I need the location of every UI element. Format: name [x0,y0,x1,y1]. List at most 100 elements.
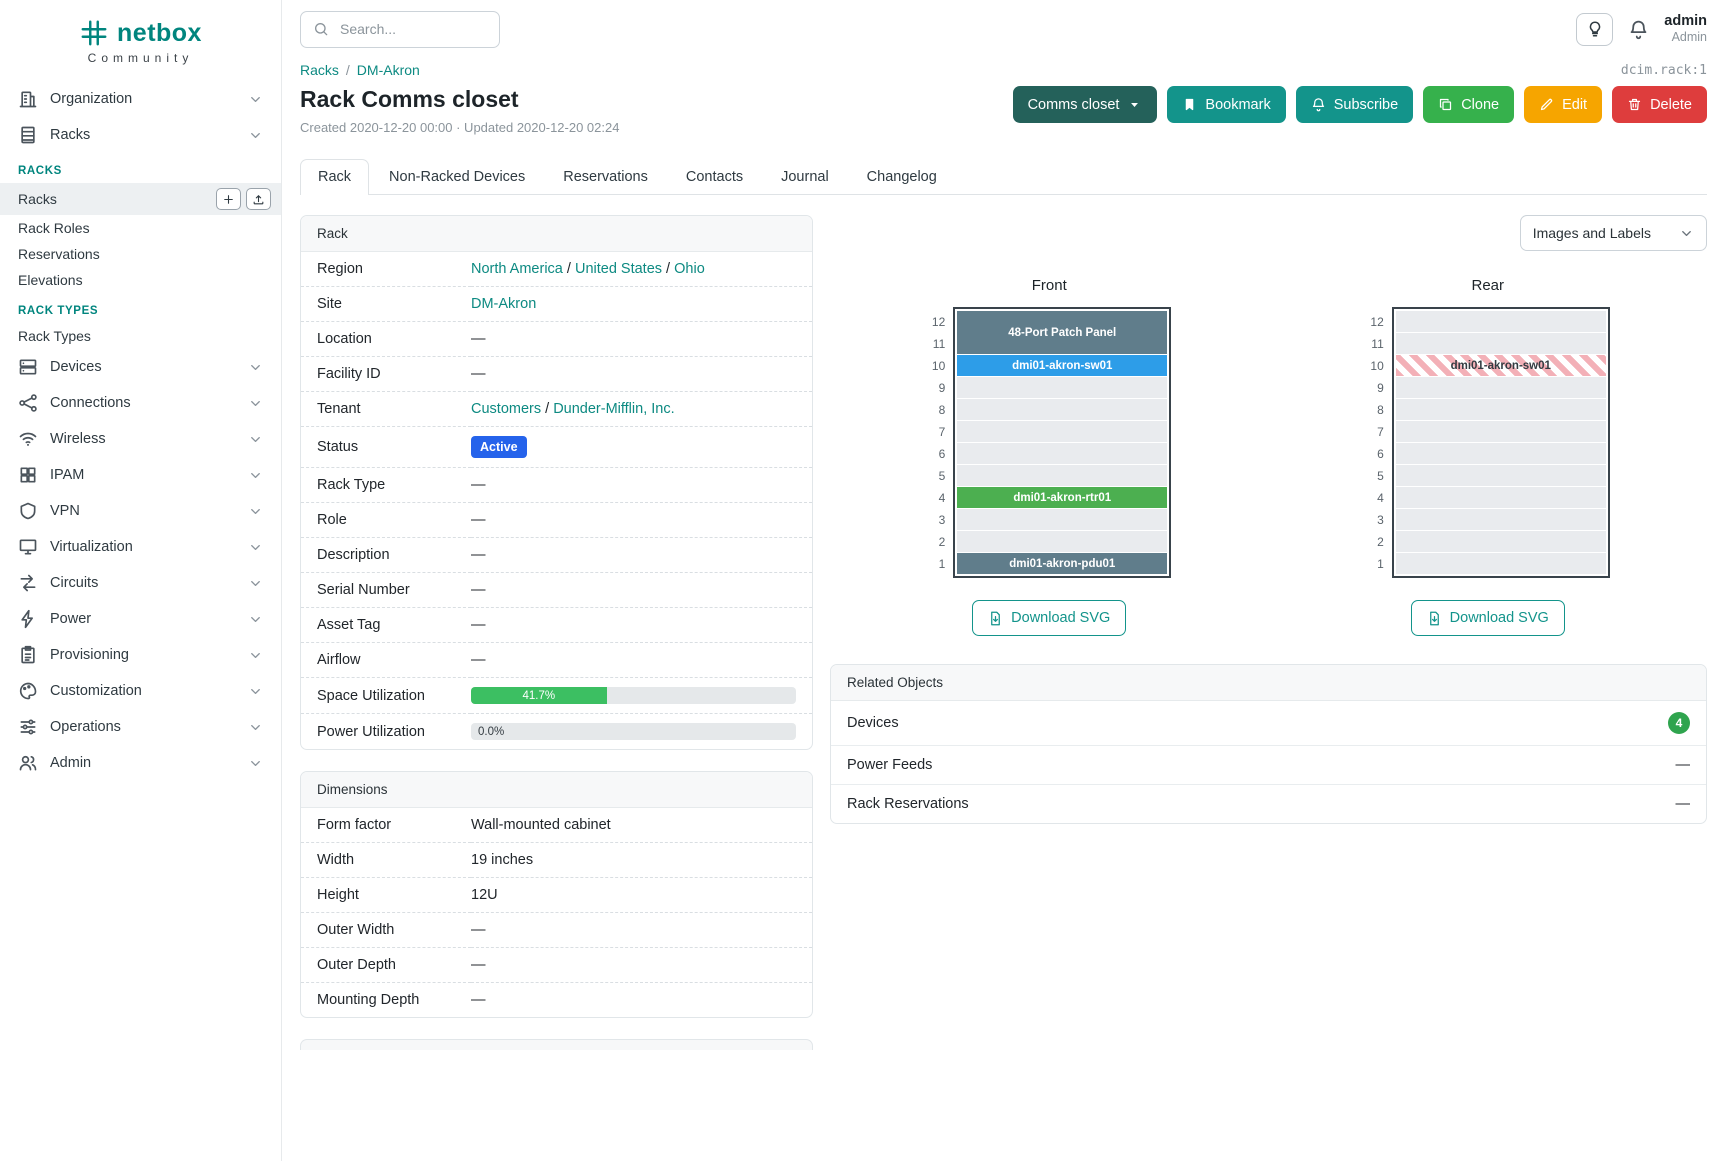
import-racks-button[interactable] [246,188,271,210]
rack-device[interactable]: dmi01-akron-rtr01 [957,487,1168,508]
tab-changelog[interactable]: Changelog [866,169,937,185]
sidebar-item-racks[interactable]: Racks [0,117,281,153]
tab-reservations[interactable]: Reservations [563,169,648,185]
sidebar-nav: Organization Racks RACKS Racks Rack Role… [0,81,281,781]
clone-button[interactable]: Clone [1423,86,1515,123]
sidebar-group-item[interactable]: IPAM [0,457,281,493]
region-link[interactable]: Ohio [662,261,705,277]
region-link[interactable]: North America [471,261,563,277]
bookmark-button[interactable]: Bookmark [1167,86,1286,123]
nav-group-icon [18,537,38,557]
user-menu[interactable]: admin Admin [1664,12,1707,45]
community-tagline: Community [87,51,194,65]
tenant-group-link[interactable]: Customers [471,401,542,417]
sidebar-item-racks-list[interactable]: Racks [0,183,281,215]
sidebar-item-reservations[interactable]: Reservations [18,246,100,262]
attr-row-facility-id: Facility ID — [301,356,812,392]
search-input[interactable] [338,20,487,38]
images-and-labels-select[interactable]: Images and Labels [1519,215,1707,251]
tab-bar: Rack Non-Racked Devices Reservations Con… [300,159,1707,195]
sidebar-item-rack-roles[interactable]: Rack Roles [18,220,90,236]
breadcrumb-site-link[interactable]: DM-Akron [356,62,420,78]
download-svg-front-button[interactable]: Download SVG [972,600,1127,636]
sidebar-item-organization[interactable]: Organization [0,81,281,117]
tab-rack[interactable]: Rack [300,159,370,195]
unit-number: 8 [938,403,946,417]
sidebar-group-item[interactable]: Power [0,601,281,637]
sidebar-group-item[interactable]: Wireless [0,421,281,457]
notifications-button[interactable] [1628,19,1649,40]
rack-device[interactable]: dmi01-akron-sw01 [1395,355,1606,376]
related-devices-row[interactable]: Devices 4 [831,701,1706,745]
tab-journal[interactable]: Journal [781,169,829,185]
sidebar-group-item[interactable]: Provisioning [0,637,281,673]
related-power-feeds-row: Power Feeds — [831,745,1706,784]
site-link[interactable]: DM-Akron [471,296,537,312]
sidebar-group-item[interactable]: Virtualization [0,529,281,565]
front-unit-numbers: 12 11 10 9 8 7 6 5 4 3 2 1 [927,307,945,578]
unit-number: 5 [1377,469,1384,483]
rack-empty-unit [957,509,1168,530]
rack-empty-unit [957,421,1168,442]
copy-icon [1438,97,1453,112]
rack-view-dropdown[interactable]: Comms closet [1012,86,1158,123]
building-icon [18,89,38,109]
created-updated-meta: Created 2020-12-20 00:00 · Updated 2020-… [300,120,620,135]
rack-device[interactable]: dmi01-akron-sw01 [957,355,1168,376]
rack-empty-unit [957,443,1168,464]
unit-number: 5 [938,469,946,483]
attr-row-role: Role — [301,502,812,538]
subscribe-button[interactable]: Subscribe [1295,86,1414,123]
sidebar-group-item[interactable]: VPN [0,493,281,529]
left-column: Rack Region North AmericaUnited StatesOh… [300,215,813,1050]
add-rack-button[interactable] [216,188,241,210]
unit-number: 10 [1370,359,1384,373]
unit-number: 1 [1377,557,1384,571]
delete-button[interactable]: Delete [1612,86,1707,123]
unit-number: 3 [1377,513,1384,527]
netbox-logo-icon [79,18,109,48]
breadcrumb-racks-link[interactable]: Racks [300,62,339,78]
tenant-link[interactable]: Dunder-Mifflin, Inc. [541,401,675,417]
sidebar-item-rack-types[interactable]: Rack Types [18,328,91,344]
chevron-down-icon [248,128,263,143]
theme-toggle-button[interactable] [1576,12,1614,46]
rack-empty-unit [1395,399,1606,420]
sidebar-group-item[interactable]: Operations [0,709,281,745]
edit-button[interactable]: Edit [1524,86,1603,123]
chevron-down-icon [248,540,263,555]
attr-row-region: Region North AmericaUnited StatesOhio [301,252,812,287]
search-box[interactable] [300,10,500,48]
tab-non-racked-devices[interactable]: Non-Racked Devices [389,169,526,185]
sidebar-item-elevations[interactable]: Elevations [18,272,83,288]
sidebar-group-item[interactable]: Customization [0,673,281,709]
right-column: Images and Labels Front 12 11 10 9 8 7 6 5 4 3 2 1 … [830,215,1707,824]
unit-number: 8 [1377,403,1384,417]
sidebar-group-item[interactable]: Circuits [0,565,281,601]
space-utilization-bar: 41.7% [471,687,796,704]
download-svg-rear-button[interactable]: Download SVG [1410,600,1565,636]
tab-contacts[interactable]: Contacts [685,169,744,185]
main: admin Admin Racks DM-Akron dcim.rack:1 R… [282,0,1733,1161]
sidebar-group-item[interactable]: Devices [0,349,281,385]
sidebar-group-item[interactable]: Connections [0,385,281,421]
nav-group-icon [18,573,38,593]
attr-row-space-utilization: Space Utilization 41.7% [301,677,812,714]
dimension-row: Width 19 inches [301,842,812,878]
chevron-down-icon [248,360,263,375]
dimension-row: Mounting Depth — [301,982,812,1017]
chevron-down-icon [248,468,263,483]
rear-rack: dmi01-akron-sw01 [1391,307,1610,578]
rack-device[interactable]: 48-Port Patch Panel [957,311,1168,354]
sidebar-group-item[interactable]: Admin [0,745,281,781]
rack-empty-unit [1395,509,1606,530]
rack-device[interactable]: dmi01-akron-pdu01 [957,553,1168,574]
unit-number: 11 [1371,337,1384,351]
region-link[interactable]: United States [563,261,662,277]
logo-area[interactable]: netbox Community [0,8,281,81]
content: Racks DM-Akron dcim.rack:1 Rack Comms cl… [282,54,1733,1161]
section-header-rack-types: RACK TYPES [18,305,99,317]
unit-number: 1 [938,557,946,571]
rack-empty-unit [1395,553,1606,574]
chevron-down-icon [248,648,263,663]
